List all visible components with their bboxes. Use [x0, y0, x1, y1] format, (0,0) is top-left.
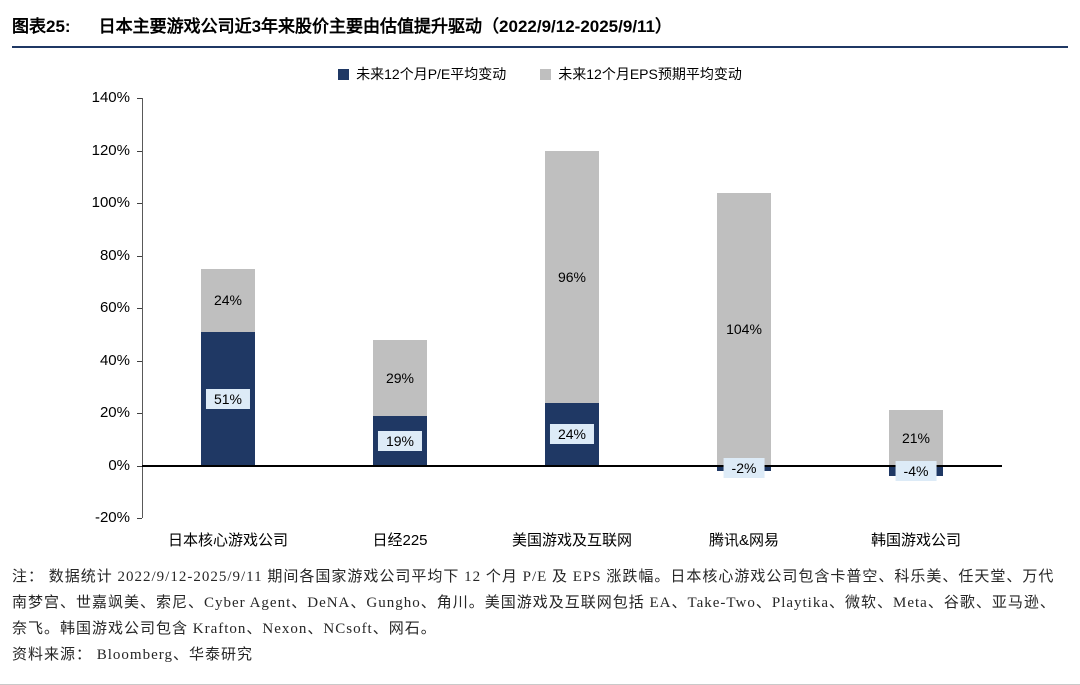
bar-segment-eps — [201, 268, 255, 332]
y-axis-tick-label: 80% — [99, 246, 130, 264]
chart-canvas: 140% 120% 100% 80% 60% 40% 20% 0% -20% 51% 24% 日本核心… — [12, 86, 1068, 558]
bar-segment-eps — [889, 410, 943, 466]
y-axis-tick-mark — [137, 150, 142, 152]
y-axis-tick-mark — [137, 413, 142, 414]
x-axis-line — [142, 464, 1002, 467]
bar-value-label: 21% — [901, 429, 931, 446]
y-axis-tick-label: 60% — [99, 299, 130, 316]
x-axis-category-label: 日经225 — [372, 532, 428, 549]
legend-label: 未来12个月EPS预期平均变动 — [558, 66, 742, 82]
bar-value-label: 24% — [549, 424, 595, 444]
chart-source: 资料来源： Bloomberg、华泰研究 — [12, 647, 253, 663]
y-axis-tick-mark — [137, 518, 142, 519]
y-axis-tick-label: 20% — [99, 404, 130, 421]
y-axis-tick-label: 100% — [91, 194, 130, 211]
y-axis-tick-mark — [137, 98, 142, 99]
y-axis-tick-label: 40% — [99, 351, 130, 369]
x-axis-category-label: 韩国游戏公司 — [870, 532, 961, 549]
bar-value-label: -4% — [895, 460, 937, 481]
bar-segment-eps — [545, 150, 599, 403]
figure-number-label: 图表25: — [12, 17, 71, 36]
y-axis-tick-mark — [137, 360, 142, 362]
bar-value-label: 29% — [385, 369, 415, 386]
y-axis-tick-mark — [137, 308, 142, 309]
x-axis-category-label: 腾讯&网易 — [708, 532, 779, 549]
bar-value-label: 24% — [213, 292, 243, 309]
y-axis-tick-label: 0% — [108, 456, 130, 474]
bar-value-label: -2% — [723, 458, 765, 479]
y-axis-tick-label: 120% — [91, 141, 130, 159]
y-axis-tick-mark — [137, 255, 142, 257]
legend-swatch-icon — [540, 68, 552, 80]
y-axis-tick-mark — [137, 203, 142, 204]
legend-label: 未来12个月P/E平均变动 — [356, 66, 507, 82]
bar-value-label: 104% — [726, 321, 762, 337]
y-axis-tick-label: -20% — [94, 509, 130, 526]
figure-header: 图表25: 日本主要游戏公司近3年来股价主要由估值提升驱动（2022/9/12-… — [12, 8, 1068, 48]
bar-value-label: 51% — [205, 388, 251, 409]
y-axis-tick-mark — [137, 465, 142, 467]
x-axis-category-label: 日本核心游戏公司 — [167, 532, 288, 549]
figure-title: 日本主要游戏公司近3年来股价主要由估值提升驱动（2022/9/12-2025/9… — [98, 17, 673, 36]
bar-value-label: 96% — [557, 268, 587, 285]
chart-legend: 未来12个月P/E平均变动 未来12个月EPS预期平均变动 — [12, 64, 1068, 84]
legend-item-pe: 未来12个月P/E平均变动 — [338, 64, 506, 84]
y-axis-line — [142, 98, 143, 518]
chart-footnote: 注： 数据统计 2022/9/12-2025/9/11 期间各国家游戏公司平均下… — [12, 569, 1056, 637]
bar-value-label: 19% — [377, 430, 423, 451]
y-axis-tick-label: 140% — [91, 89, 130, 106]
legend-item-eps: 未来12个月EPS预期平均变动 — [540, 64, 742, 84]
x-axis-category-label: 美国游戏及互联网 — [511, 532, 632, 549]
bar-segment-eps — [717, 192, 771, 466]
legend-swatch-icon — [338, 68, 350, 80]
bar-segment-eps — [373, 339, 427, 416]
